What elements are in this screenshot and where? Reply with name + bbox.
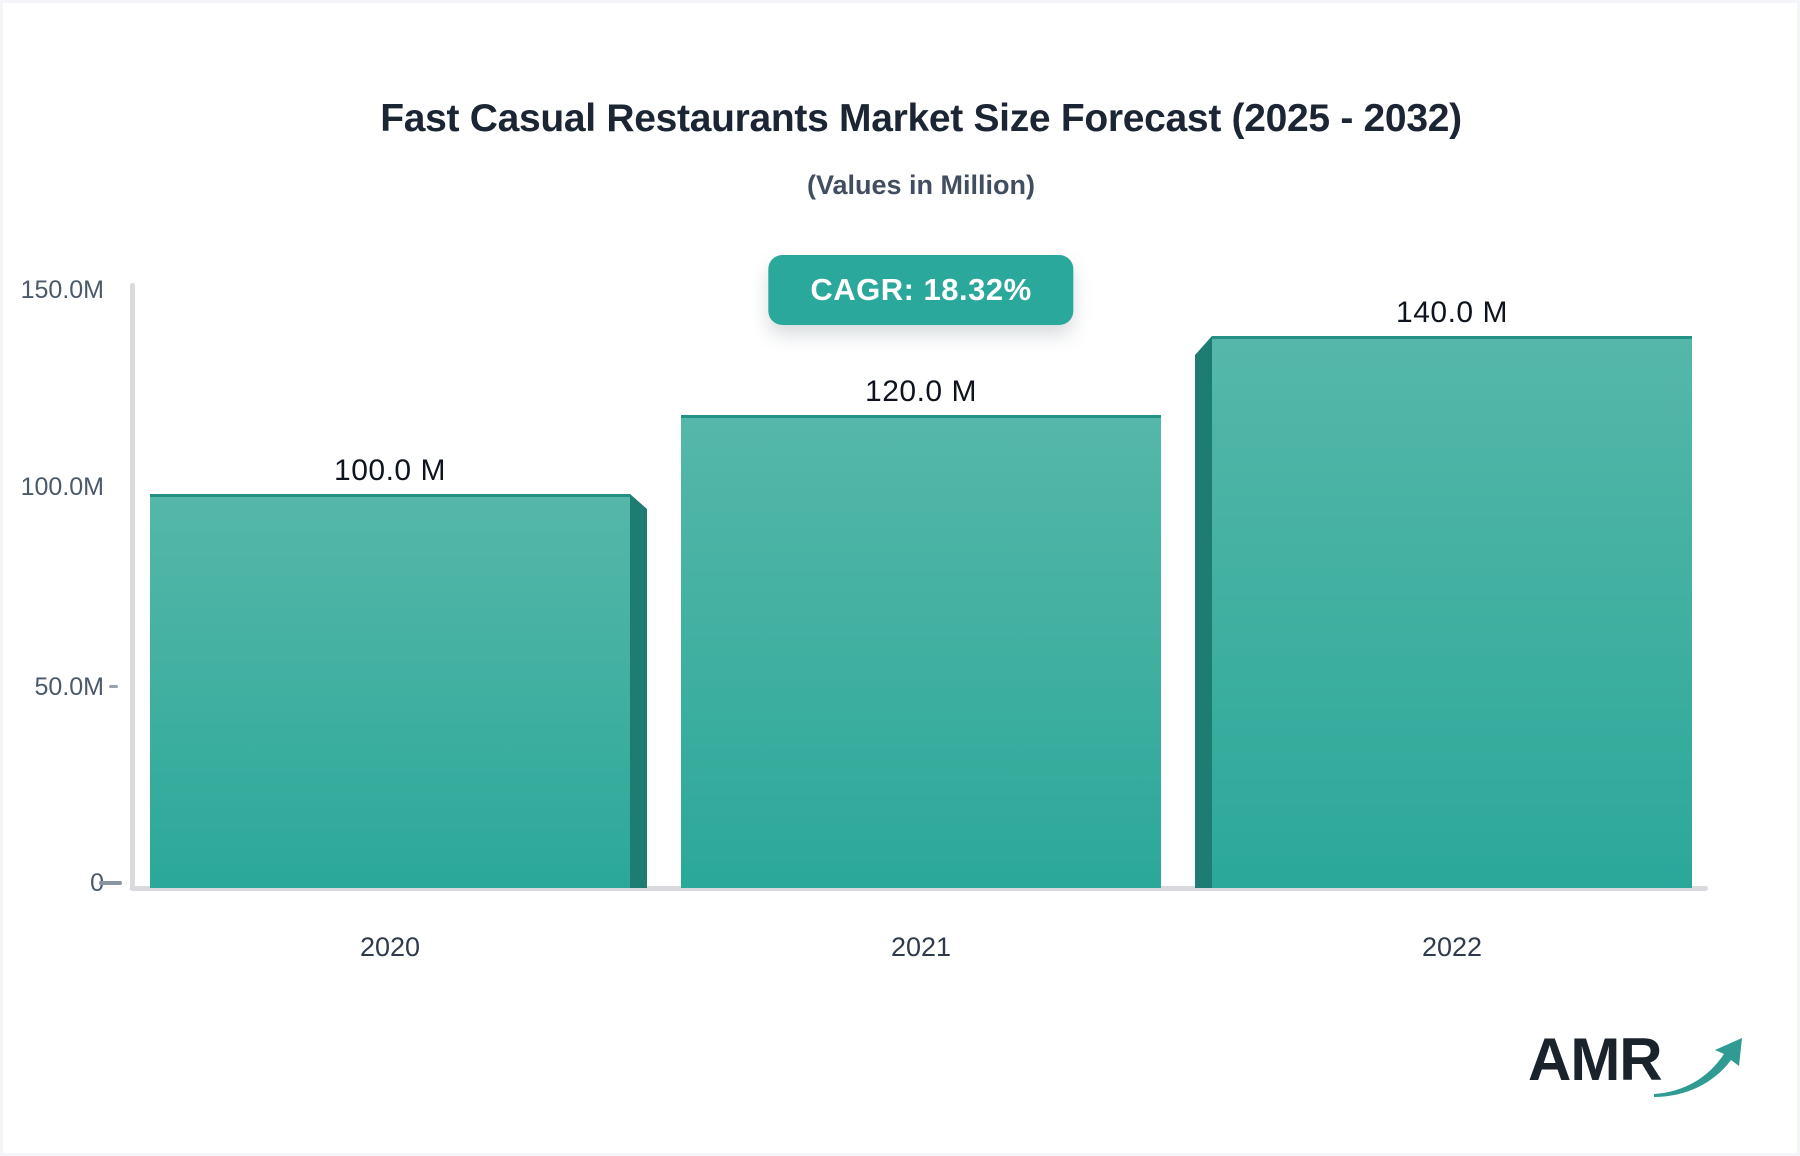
bar-face <box>681 415 1161 888</box>
cagr-badge: CAGR: 18.32% <box>768 255 1074 325</box>
bar-3d-side <box>630 494 647 888</box>
bar-value-label: 100.0 M <box>334 454 446 487</box>
growth-arrow-icon <box>1653 1038 1742 1097</box>
x-axis-label: 2022 <box>1421 932 1483 962</box>
amr-logo-text: AMR <box>1528 1026 1663 1093</box>
bar-face <box>1212 336 1692 888</box>
x-axis-label: 2020 <box>359 932 421 962</box>
bar-face <box>150 494 630 888</box>
y-axis-tick-label: 100.0M <box>20 473 104 501</box>
chart-title: Fast Casual Restaurants Market Size Fore… <box>380 97 1462 140</box>
amr-logo: AMR <box>1528 1030 1746 1100</box>
y-axis-tick-label: 150.0M <box>20 276 104 304</box>
bar-value-label: 140.0 M <box>1396 296 1508 329</box>
y-axis-tick-label: 0 <box>90 869 104 897</box>
y-tick-dash <box>99 881 122 885</box>
x-axis-line <box>130 886 1708 891</box>
y-axis-line <box>130 283 135 890</box>
chart-subtitle: (Values in Million) <box>806 170 1036 200</box>
y-axis-tick-label: 50.0M <box>34 673 104 701</box>
bar-3d-side <box>1195 336 1212 888</box>
bar-value-label: 120.0 M <box>865 375 977 408</box>
y-tick-dash <box>109 685 118 688</box>
x-axis-label: 2021 <box>890 932 952 962</box>
